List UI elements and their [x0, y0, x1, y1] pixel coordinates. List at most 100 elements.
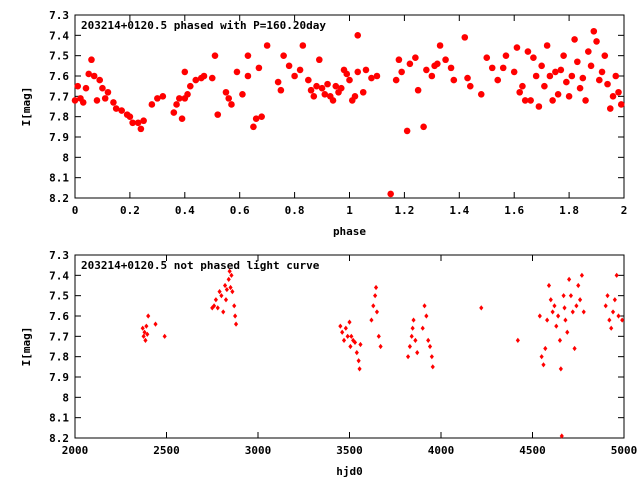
data-point: [558, 366, 563, 372]
data-point: [552, 303, 557, 309]
data-point: [239, 91, 246, 98]
y-tick-label: 7.7: [49, 90, 69, 103]
data-point: [601, 52, 609, 59]
data-point: [545, 317, 550, 323]
data-point: [510, 68, 518, 76]
data-point: [140, 117, 147, 125]
data-point: [559, 433, 564, 439]
data-point: [519, 82, 526, 90]
data-point: [129, 119, 136, 127]
data-point: [513, 44, 521, 51]
data-point: [568, 293, 574, 299]
data-point: [93, 97, 101, 104]
data-point: [546, 72, 554, 80]
data-point: [200, 72, 208, 80]
data-point: [143, 337, 148, 343]
data-point: [587, 62, 595, 70]
data-point: [233, 68, 241, 76]
x-tick-label: 0.6: [230, 204, 250, 217]
data-point: [434, 60, 441, 68]
y-tick-label: 7.9: [49, 131, 69, 144]
data-point: [233, 321, 239, 327]
data-point: [429, 354, 434, 360]
data-point: [464, 74, 471, 82]
x-tick-label: 1.8: [559, 204, 579, 217]
data-point: [395, 56, 403, 64]
data-point: [436, 42, 444, 49]
y-tick-label: 7.5: [49, 290, 69, 303]
data-point: [217, 289, 222, 295]
data-point: [90, 72, 98, 80]
data-point: [373, 284, 379, 291]
data-point: [349, 333, 354, 339]
data-point: [427, 343, 433, 350]
data-point: [579, 74, 587, 82]
data-point: [244, 52, 252, 59]
data-point: [415, 350, 420, 356]
data-point: [565, 329, 570, 335]
data-point: [479, 305, 484, 311]
data-point: [222, 282, 228, 289]
y-tick-label: 8.1: [49, 172, 69, 185]
data-point: [411, 317, 416, 323]
data-point: [88, 56, 95, 64]
data-point: [538, 62, 545, 70]
x-axis-label: phase: [333, 225, 366, 238]
data-point: [524, 48, 532, 55]
data-point: [307, 86, 315, 94]
data-point: [546, 282, 552, 289]
data-point: [368, 74, 375, 82]
data-point: [215, 305, 220, 311]
data-point: [154, 95, 161, 102]
data-point: [579, 272, 584, 278]
data-point: [228, 284, 233, 291]
x-tick-label: 0: [72, 204, 79, 217]
data-point: [423, 66, 430, 74]
data-point: [219, 293, 224, 299]
data-point: [305, 76, 312, 84]
data-point: [561, 293, 566, 299]
data-point: [562, 305, 567, 311]
data-point: [398, 68, 405, 76]
data-point: [617, 101, 625, 108]
data-point: [422, 303, 427, 309]
data-point: [313, 82, 320, 90]
data-point: [178, 115, 186, 122]
data-point: [134, 119, 142, 127]
data-point: [221, 309, 226, 315]
data-point: [144, 323, 149, 329]
data-point: [424, 313, 429, 319]
data-point: [329, 97, 337, 104]
data-point: [612, 72, 620, 80]
y-tick-label: 7.5: [49, 50, 69, 63]
y-tick-label: 7.8: [49, 351, 69, 364]
data-point: [348, 343, 353, 350]
x-tick-label: 3000: [245, 444, 272, 457]
data-point: [373, 72, 381, 80]
data-point: [162, 333, 167, 339]
data-point: [354, 68, 362, 76]
data-point: [593, 38, 600, 45]
y-tick-label: 7.6: [49, 70, 69, 83]
data-point: [210, 305, 215, 311]
data-point: [581, 309, 586, 315]
data-point: [263, 42, 271, 49]
data-point: [572, 345, 577, 352]
data-point: [548, 297, 553, 303]
data-point: [403, 127, 411, 135]
y-tick-label: 8.2: [49, 192, 69, 205]
y-tick-label: 8: [62, 151, 69, 164]
data-point: [181, 68, 189, 76]
data-point: [373, 293, 378, 299]
data-point: [277, 86, 285, 94]
data-point: [563, 78, 570, 86]
data-point: [541, 82, 548, 90]
y-tick-label: 8: [62, 391, 69, 404]
data-point: [359, 88, 367, 96]
data-point: [607, 317, 612, 323]
data-point: [420, 123, 427, 131]
x-tick-label: 3500: [336, 444, 363, 457]
data-point: [603, 303, 608, 309]
unphased-light-curve-plot: 2000 2500 3000 3500 4000 4500 5000 7.3 7.4 7.5 7.6…: [20, 249, 637, 478]
data-point: [557, 66, 565, 74]
